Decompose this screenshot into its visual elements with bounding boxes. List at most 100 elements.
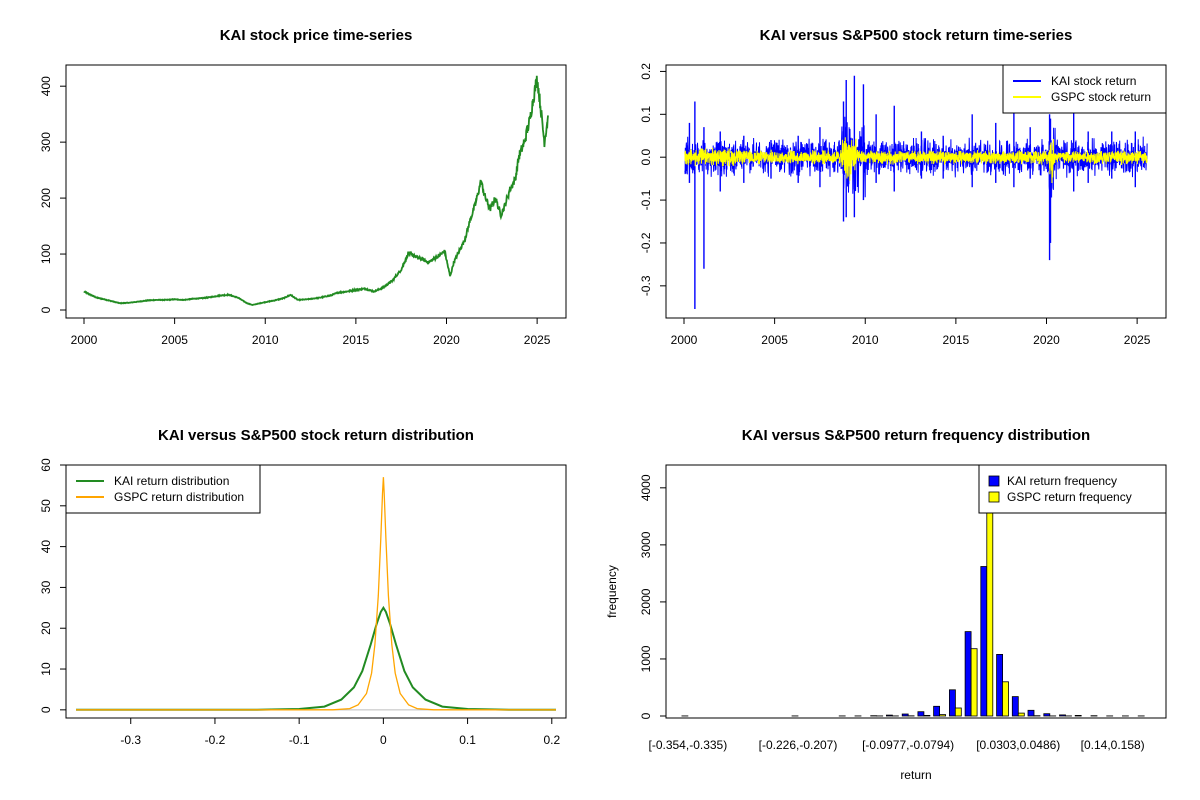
gspc-frequency-bar [1002, 681, 1009, 717]
x-tick-label: 2010 [852, 333, 879, 347]
x-tick-label: 2020 [1033, 333, 1060, 347]
plot-frame [65, 64, 567, 319]
y-tick-label: 0 [639, 712, 653, 719]
gspc-frequency-bar [954, 707, 962, 717]
legend-box [978, 464, 1167, 514]
price-series-line [83, 75, 549, 307]
x-tick-label: 0.1 [459, 733, 476, 747]
legend-box [1002, 64, 1167, 114]
kai-frequency-bar [1011, 696, 1019, 717]
y-tick-label: 40 [39, 540, 53, 554]
x-tick-label: -0.1 [289, 733, 310, 747]
y-tick-label: 0.1 [639, 106, 653, 123]
kai-frequency-bar [980, 566, 988, 717]
gspc-frequency-bar [986, 465, 994, 717]
x-tick-label: [-0.0977,-0.0794) [862, 738, 954, 752]
x-tick-label: 2025 [524, 333, 551, 347]
y-tick-label: 20 [39, 621, 53, 635]
x-tick-label: 2025 [1124, 333, 1151, 347]
y-tick-label: -0.2 [639, 232, 653, 253]
legend-label: KAI return distribution [114, 474, 229, 488]
legend-swatch [988, 491, 1000, 503]
plot-frame [665, 64, 1167, 319]
y-tick-label: 300 [39, 132, 53, 152]
y-tick-label: 0.2 [639, 63, 653, 80]
y-tick-label: 0.0 [639, 149, 653, 166]
legend: KAI return frequency GSPC return frequenc… [978, 464, 1167, 514]
kai-frequency-bar [949, 689, 956, 717]
x-tick-label: 0.2 [543, 733, 560, 747]
kai-frequency-bar [886, 714, 893, 717]
kai-frequency-bar [1059, 714, 1066, 717]
kai-frequency-bar [917, 711, 925, 717]
y-axis-label: frequency [605, 565, 619, 618]
x-tick-label: 2015 [943, 333, 970, 347]
x-axis-label: return [900, 768, 931, 782]
plot-frame [65, 464, 567, 719]
x-tick-label: [-0.354,-0.335) [649, 738, 728, 752]
kai-frequency-bar [964, 631, 972, 717]
y-tick-label: -0.1 [639, 189, 653, 210]
x-tick-label: [0.0303,0.0486) [976, 738, 1060, 752]
legend-label: GSPC return distribution [114, 490, 244, 504]
plot-frame [665, 464, 1167, 719]
legend-label: KAI stock return [1051, 74, 1136, 88]
x-tick-label: [-0.226,-0.207) [759, 738, 838, 752]
chart-title: KAI versus S&P500 stock return time-seri… [760, 27, 1073, 44]
chart-title: KAI versus S&P500 return frequency distr… [742, 427, 1090, 444]
y-tick-label: 4000 [639, 474, 653, 501]
y-tick-label: 30 [39, 580, 53, 594]
kai-frequency-bar [901, 713, 909, 717]
kai-density-line [76, 605, 556, 711]
x-tick-label: 2015 [343, 333, 370, 347]
kai-frequency-bar [1027, 709, 1035, 717]
return-distribution-panel: KAI versus S&P500 stock return distribut… [39, 427, 567, 747]
x-tick-label: 2000 [671, 333, 698, 347]
kai-frequency-bar [996, 654, 1003, 717]
gspc-frequency-bar [970, 648, 978, 717]
gspc-density-line [76, 477, 556, 711]
kai-frequency-bar [933, 705, 940, 717]
y-tick-label: 200 [39, 188, 53, 208]
y-tick-label: 60 [39, 458, 53, 472]
gspc-return-line [684, 137, 1148, 184]
return-frequency-panel: KAI versus S&P500 return frequency distr… [605, 427, 1167, 782]
x-tick-label: 2005 [161, 333, 188, 347]
y-tick-label: 1000 [639, 645, 653, 672]
y-tick-label: 2000 [639, 588, 653, 615]
x-tick-label: 2020 [433, 333, 460, 347]
y-tick-label: 3000 [639, 531, 653, 558]
kai-frequency-bar [1074, 715, 1082, 717]
legend-box [65, 464, 261, 514]
legend: KAI return distribution GSPC return distr… [65, 464, 261, 514]
return-timeseries-panel: KAI versus S&P500 stock return time-seri… [639, 27, 1167, 347]
x-tick-label: 0 [380, 733, 387, 747]
x-tick-label: 2000 [71, 333, 98, 347]
legend-label: GSPC stock return [1051, 90, 1151, 104]
y-tick-label: 100 [39, 244, 53, 264]
x-tick-label: [0.14,0.158) [1081, 738, 1145, 752]
y-tick-label: 400 [39, 76, 53, 96]
x-tick-label: 2005 [761, 333, 788, 347]
chart-title: KAI stock price time-series [220, 27, 413, 44]
legend-label: KAI return frequency [1007, 474, 1117, 488]
chart-title: KAI versus S&P500 stock return distribut… [158, 427, 474, 444]
legend-label: GSPC return frequency [1007, 490, 1132, 504]
x-tick-label: -0.3 [120, 733, 141, 747]
x-tick-label: 2010 [252, 333, 279, 347]
legend-swatch [988, 475, 1000, 487]
y-tick-label: 50 [39, 499, 53, 513]
legend: KAI stock return GSPC stock return [1002, 64, 1167, 114]
bars [681, 465, 1145, 717]
y-tick-label: 10 [39, 662, 53, 676]
kai-frequency-bar [1043, 713, 1051, 717]
y-tick-label: 0 [39, 706, 53, 713]
gspc-frequency-bar [923, 715, 931, 717]
gspc-frequency-bar [1017, 712, 1025, 717]
y-tick-label: -0.3 [639, 275, 653, 296]
gspc-frequency-bar [939, 714, 946, 717]
y-tick-label: 0 [39, 306, 53, 313]
